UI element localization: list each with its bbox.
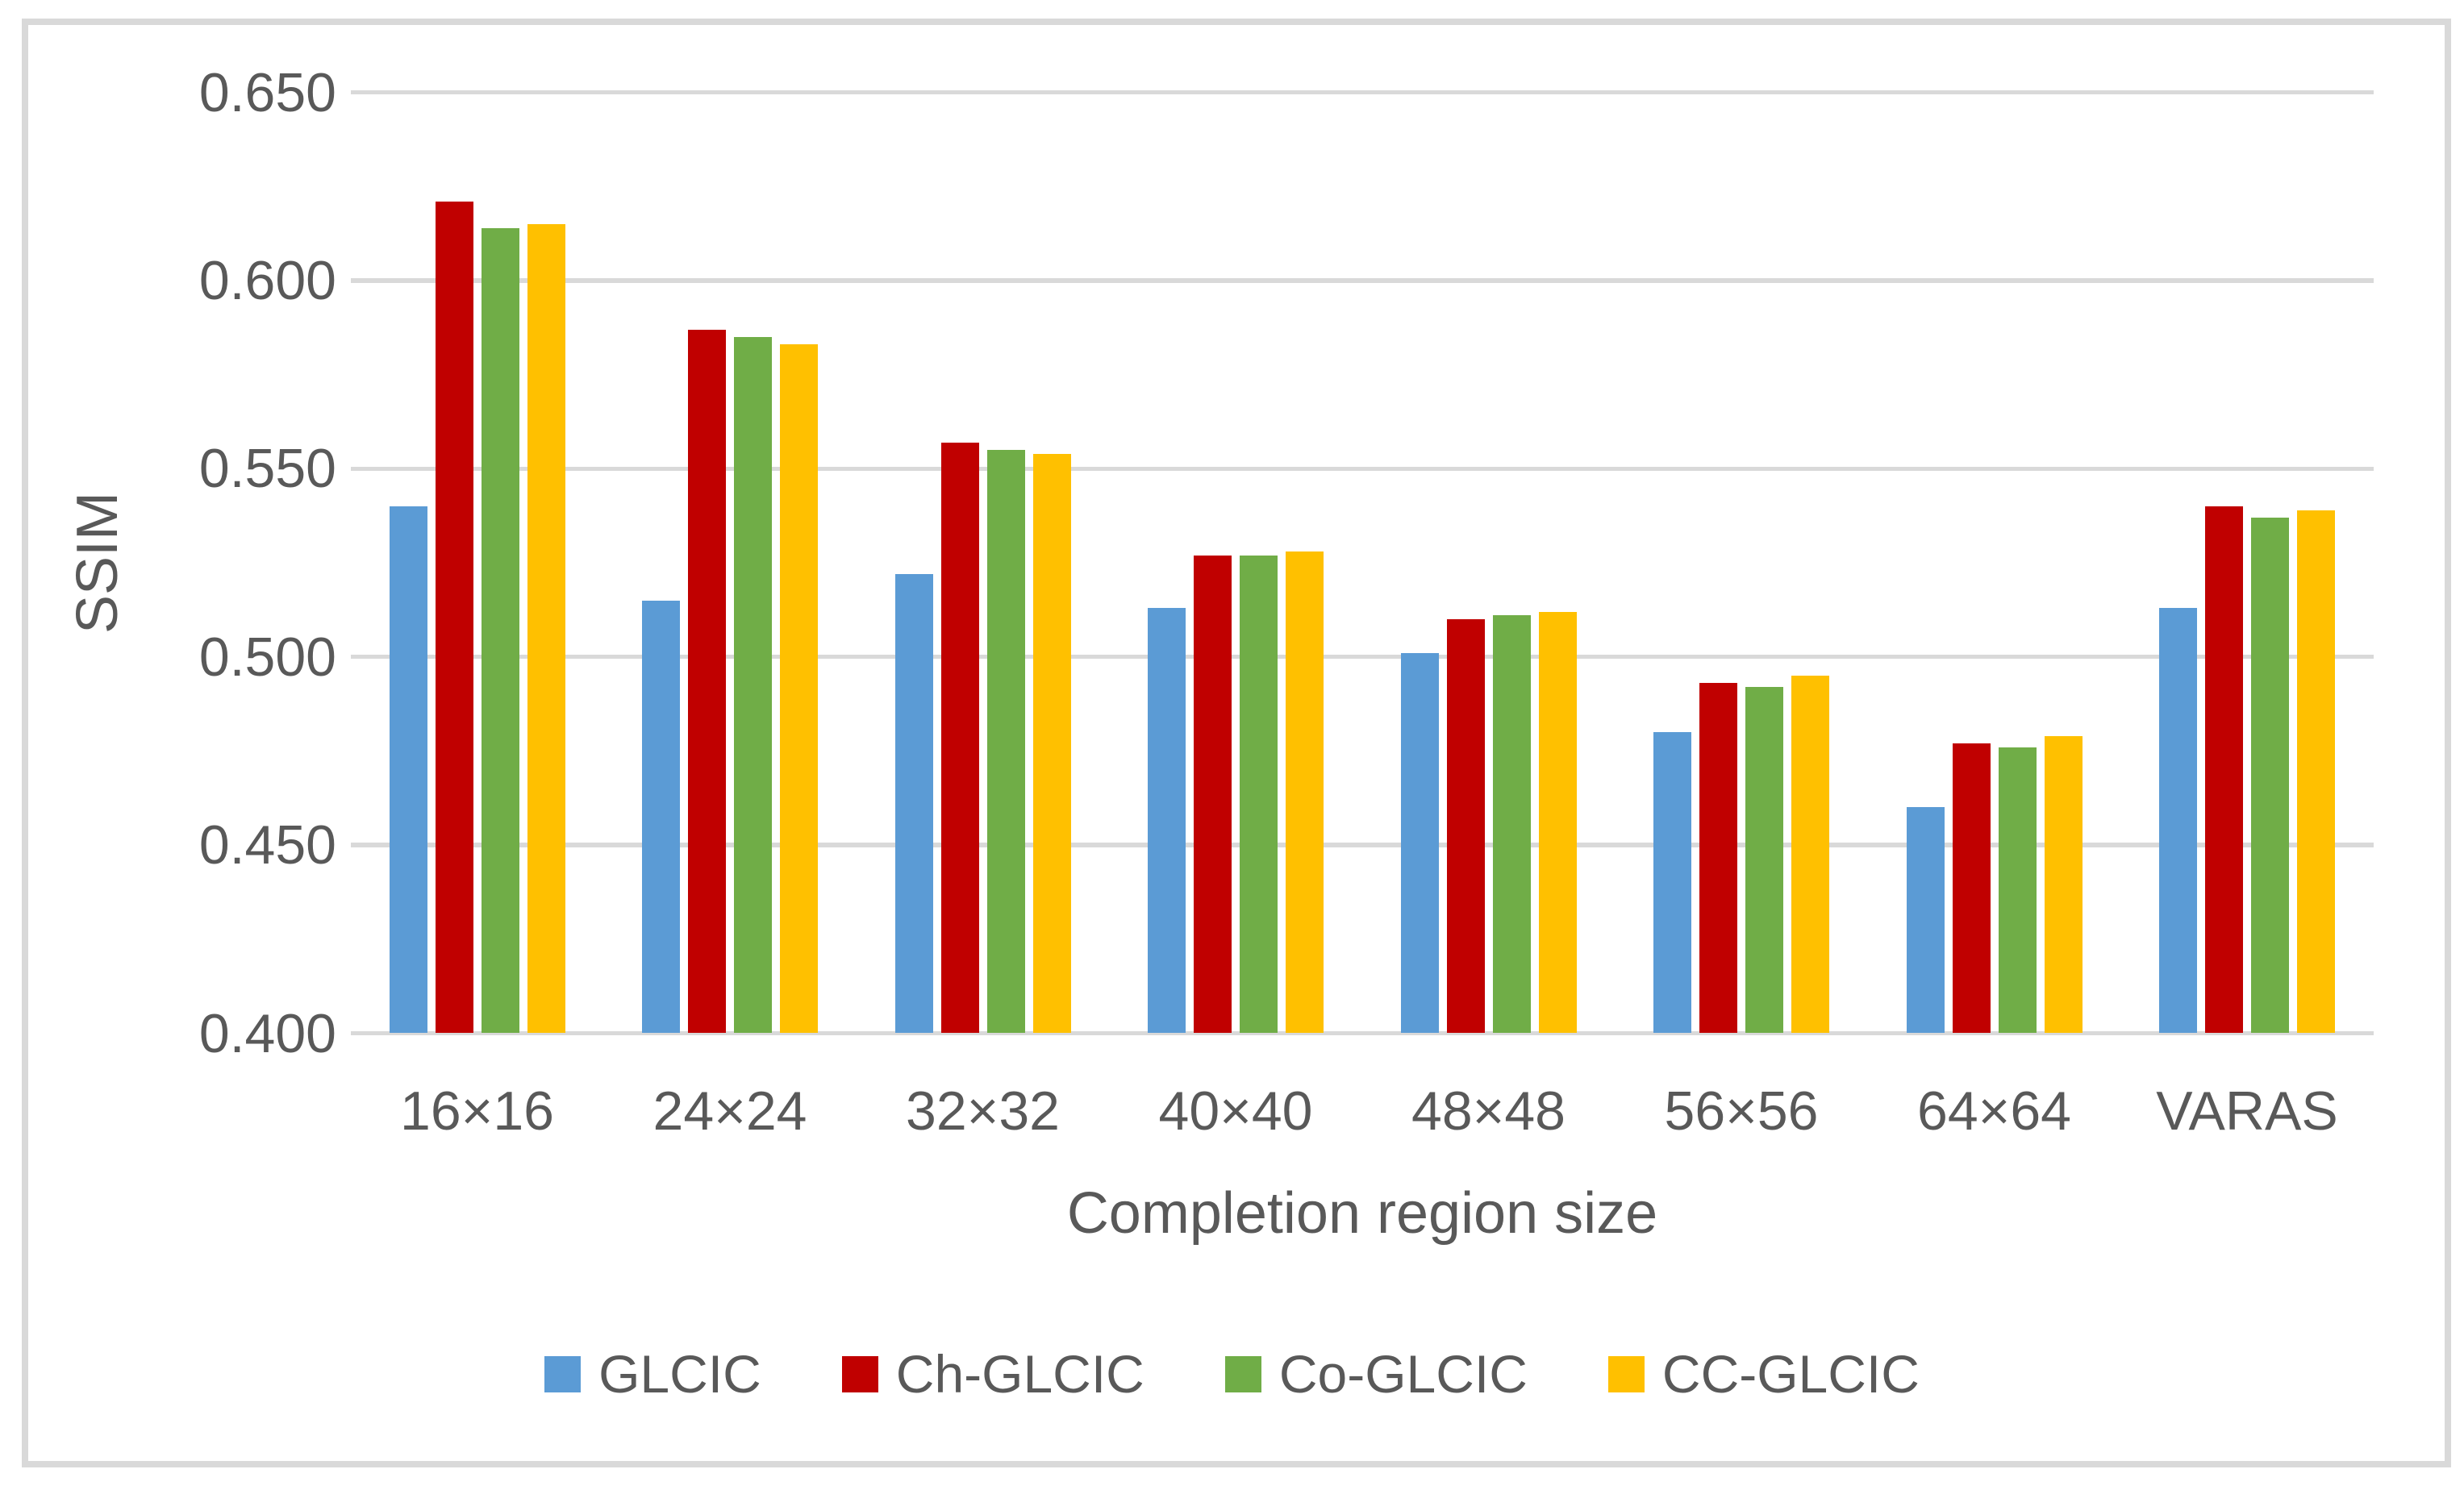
legend-marker-CC-GLCIC	[1607, 1355, 1645, 1392]
legend-marker-Co-GLCIC	[1224, 1355, 1261, 1392]
bar-Co-GLCIC-VARAS	[2251, 517, 2289, 1034]
bar-Ch-GLCIC-24×24	[688, 329, 726, 1034]
bar-CC-GLCIC-32×32	[1032, 453, 1071, 1034]
x-category-label: 32×32	[906, 1080, 1060, 1142]
gridline-0.650	[350, 89, 2374, 95]
bar-GLCIC-32×32	[894, 574, 933, 1034]
gridline-0.550	[350, 466, 2374, 472]
bar-Co-GLCIC-16×16	[481, 227, 519, 1034]
bar-Co-GLCIC-40×40	[1240, 555, 1278, 1034]
legend-label: GLCIC	[598, 1344, 761, 1404]
bar-GLCIC-40×40	[1148, 608, 1186, 1034]
bar-Ch-GLCIC-48×48	[1446, 619, 1485, 1034]
y-tick-label: 0.650	[198, 61, 336, 123]
legend-marker-Ch-GLCIC	[841, 1355, 878, 1392]
bar-CC-GLCIC-40×40	[1286, 551, 1324, 1034]
bar-Ch-GLCIC-16×16	[435, 201, 473, 1034]
bar-CC-GLCIC-24×24	[780, 344, 818, 1034]
legend-item-Co-GLCIC: Co-GLCIC	[1224, 1343, 1528, 1405]
y-tick-label: 0.450	[198, 814, 336, 876]
bar-Ch-GLCIC-64×64	[1952, 743, 1991, 1034]
bar-CC-GLCIC-16×16	[527, 223, 565, 1034]
y-tick-label: 0.550	[198, 438, 336, 500]
legend-item-Ch-GLCIC: Ch-GLCIC	[841, 1343, 1144, 1405]
x-category-label: 40×40	[1158, 1080, 1313, 1142]
legend: GLCIC Ch-GLCIC Co-GLCIC CC-GLCIC	[0, 1343, 2464, 1405]
bar-Co-GLCIC-32×32	[986, 449, 1025, 1034]
x-axis-title: Completion region size	[1066, 1181, 1658, 1246]
gridline-0.600	[350, 278, 2374, 283]
bar-Co-GLCIC-24×24	[734, 336, 772, 1034]
bar-Ch-GLCIC-56×56	[1699, 683, 1737, 1034]
gridline-0.500	[350, 654, 2374, 660]
x-category-label: 24×24	[652, 1080, 807, 1142]
bar-GLCIC-24×24	[642, 600, 680, 1034]
bar-Ch-GLCIC-40×40	[1194, 555, 1232, 1034]
chart-border	[22, 19, 2451, 1467]
gridline-0.450	[350, 843, 2374, 847]
bar-GLCIC-48×48	[1400, 653, 1439, 1034]
y-tick-label: 0.400	[198, 1002, 336, 1064]
bar-GLCIC-56×56	[1653, 732, 1691, 1034]
x-category-label: 48×48	[1411, 1080, 1566, 1142]
bar-GLCIC-16×16	[389, 506, 427, 1034]
legend-item-CC-GLCIC: CC-GLCIC	[1607, 1343, 1920, 1405]
bar-CC-GLCIC-64×64	[2044, 735, 2083, 1034]
legend-label: Ch-GLCIC	[895, 1344, 1144, 1404]
bar-CC-GLCIC-VARAS	[2297, 510, 2335, 1034]
bar-Co-GLCIC-64×64	[1998, 747, 2037, 1034]
legend-item-GLCIC: GLCIC	[544, 1343, 761, 1405]
bar-Co-GLCIC-56×56	[1745, 687, 1783, 1034]
bar-Ch-GLCIC-VARAS	[2205, 506, 2243, 1034]
legend-label: CC-GLCIC	[1661, 1344, 1920, 1404]
y-tick-label: 0.500	[198, 626, 336, 688]
bar-GLCIC-64×64	[1906, 807, 1945, 1034]
y-tick-label: 0.600	[198, 249, 336, 311]
bar-GLCIC-VARAS	[2159, 608, 2197, 1034]
bar-CC-GLCIC-56×56	[1791, 676, 1829, 1034]
bar-Ch-GLCIC-32×32	[940, 442, 979, 1034]
legend-marker-GLCIC	[544, 1355, 582, 1392]
bar-CC-GLCIC-48×48	[1538, 611, 1577, 1034]
x-category-label: 56×56	[1664, 1080, 1819, 1142]
x-category-label: 16×16	[400, 1080, 554, 1142]
legend-label: Co-GLCIC	[1278, 1344, 1528, 1404]
x-category-label: VARAS	[2156, 1080, 2338, 1142]
gridline-0.400	[350, 1030, 2374, 1036]
bar-Co-GLCIC-48×48	[1492, 615, 1531, 1034]
x-category-label: 64×64	[1917, 1080, 2071, 1142]
y-axis-title: SSIM	[65, 491, 130, 635]
